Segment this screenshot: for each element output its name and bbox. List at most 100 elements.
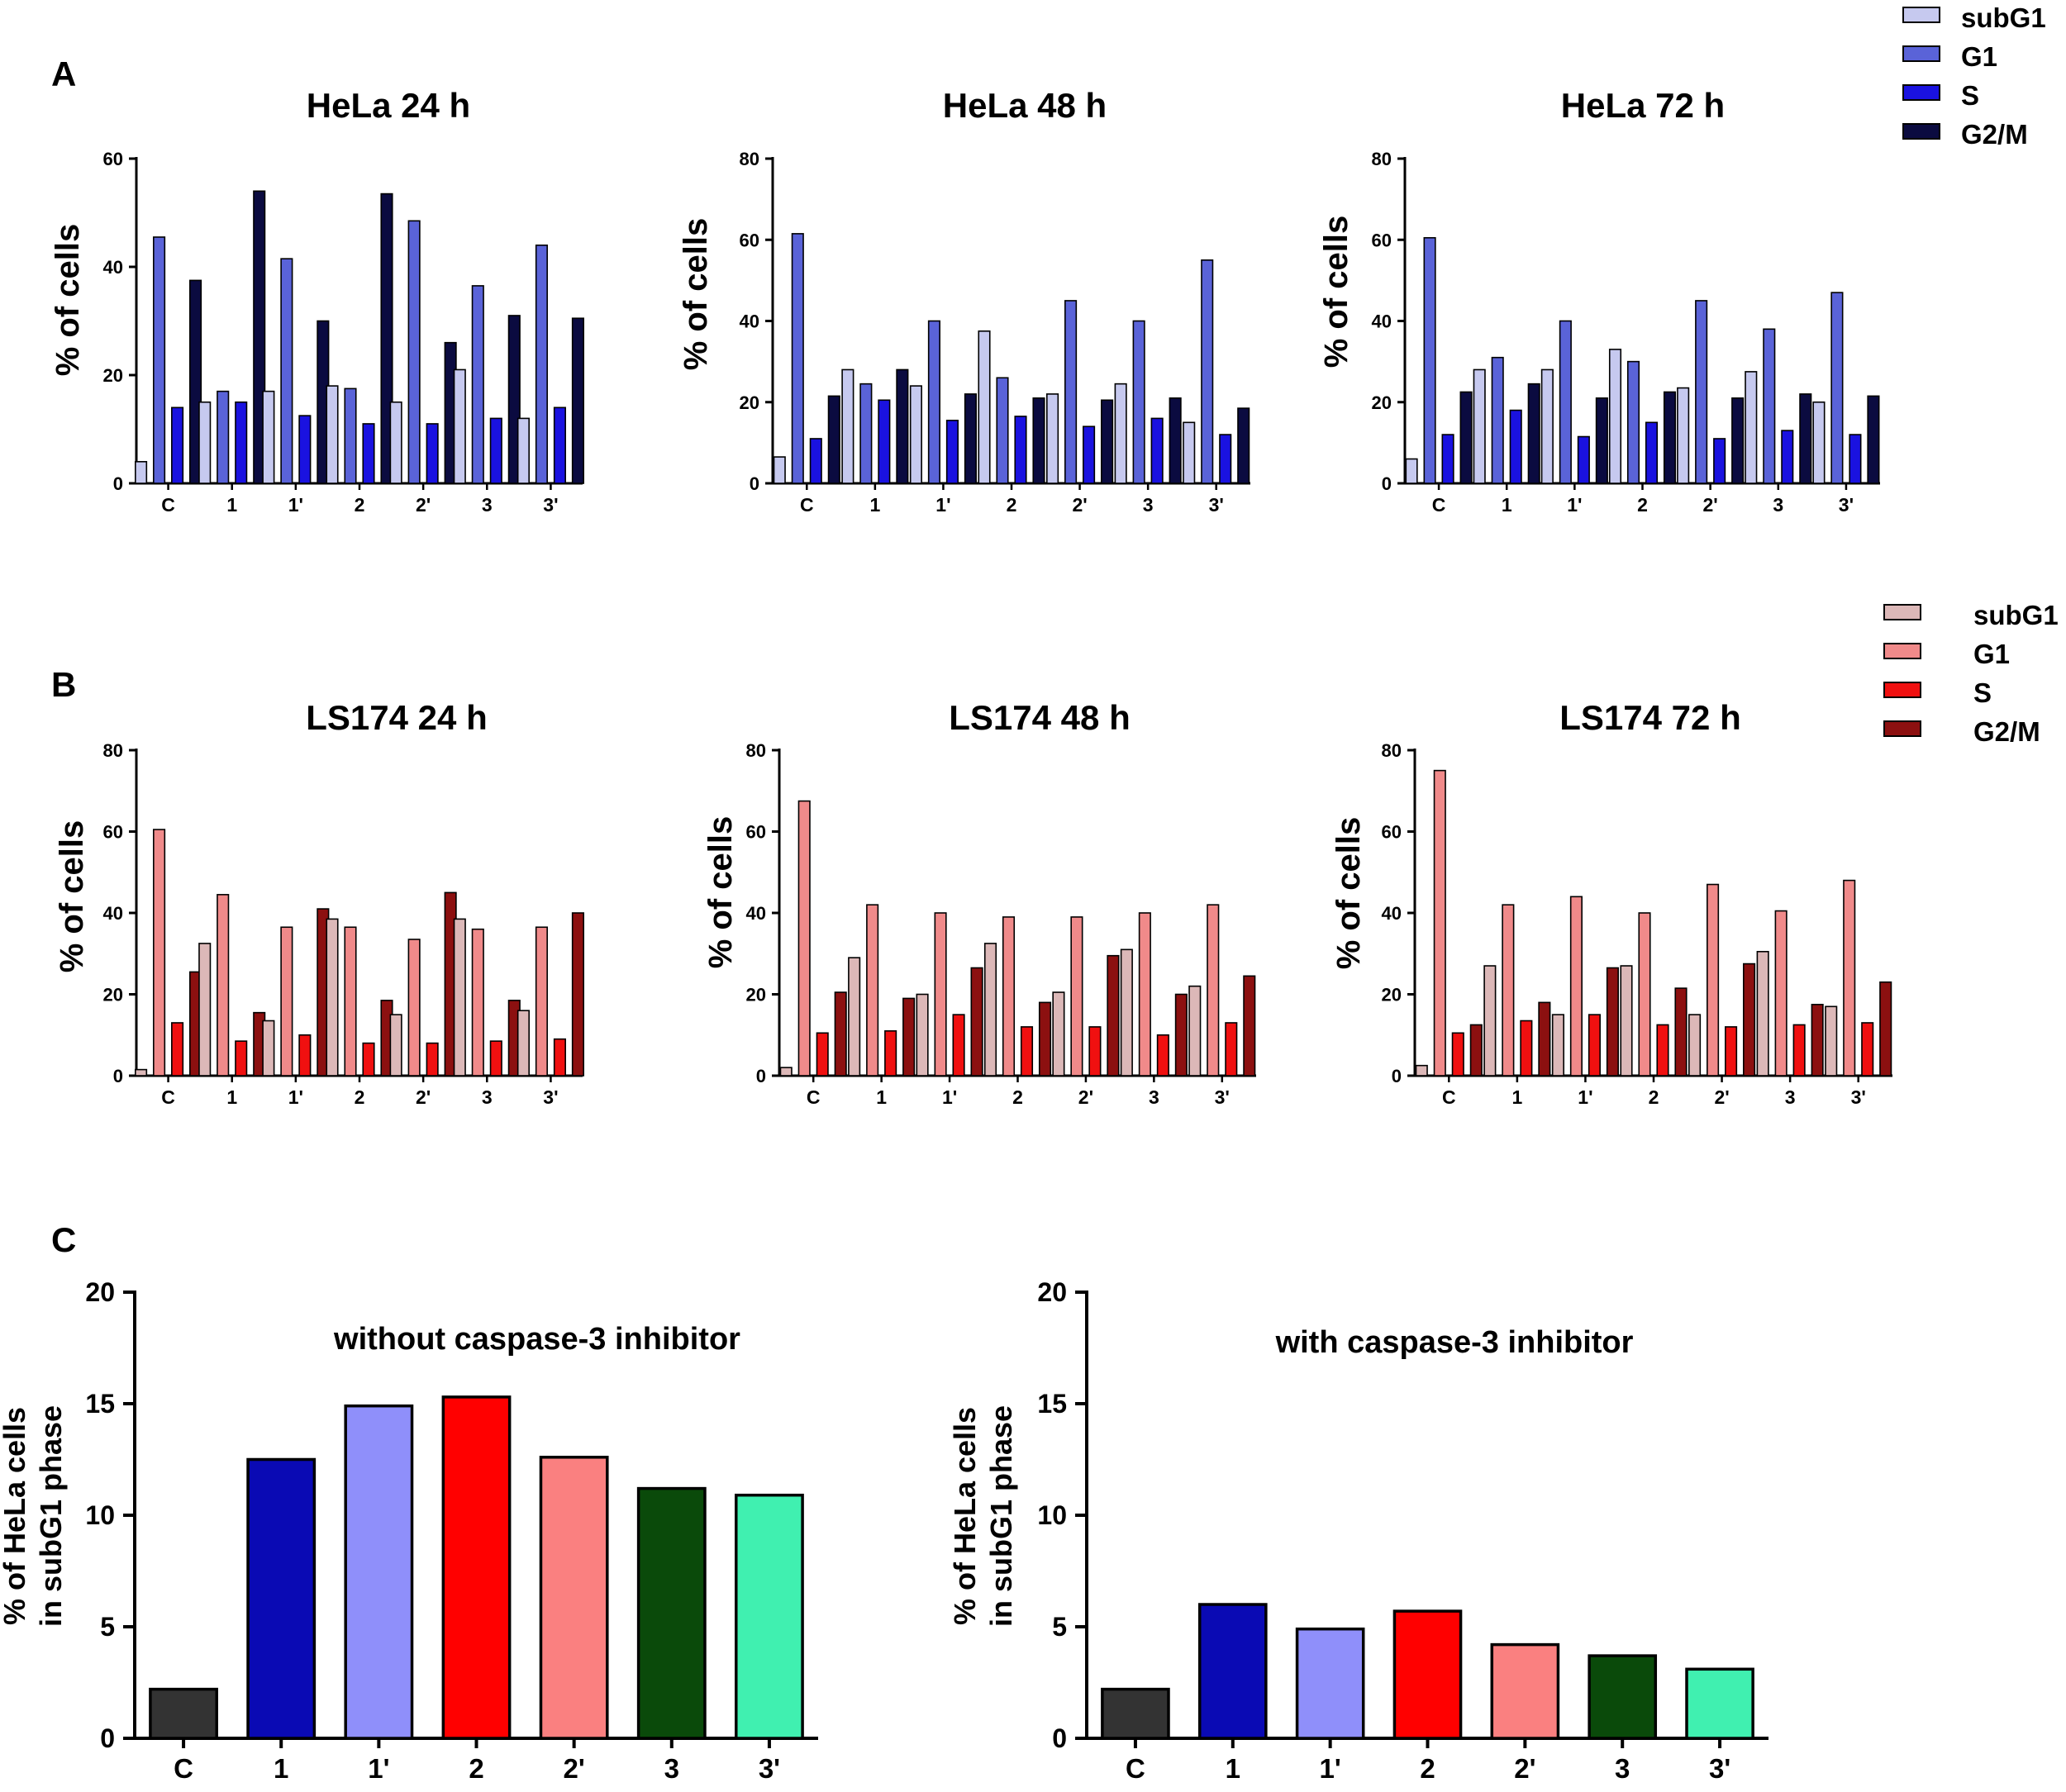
bar-2p xyxy=(539,1456,609,1740)
x-tick-label: 3 xyxy=(1785,1086,1796,1108)
bar-s-2p xyxy=(426,1042,439,1077)
bar-g2-m-1p xyxy=(970,967,983,1077)
x-tick-label: C xyxy=(1432,494,1446,516)
x-tick-label: 3' xyxy=(1215,1086,1230,1108)
bar-subg1-2 xyxy=(1620,965,1633,1077)
y-tick-label: 80 xyxy=(103,740,123,761)
bar-subg1-c xyxy=(773,456,786,484)
bar-g2-m-1p xyxy=(964,393,977,484)
legend-hela: subG1 G1 S G2/M xyxy=(1902,2,2046,150)
bar-3p xyxy=(1685,1667,1754,1740)
bar-s-3p xyxy=(1225,1022,1238,1077)
bar-g2-m-1 xyxy=(1527,383,1540,484)
bar-subg1-1 xyxy=(848,957,861,1077)
bar-subg1-3p xyxy=(1812,401,1826,484)
y-tick-label: 80 xyxy=(1372,149,1392,169)
bar-g2-m-1 xyxy=(253,190,266,484)
bar-g2-m-2 xyxy=(1674,987,1688,1077)
y-tick-label: 5 xyxy=(100,1612,115,1642)
legend-label-g2-m: G2/M xyxy=(1973,716,2040,747)
panel-label-a: A xyxy=(51,55,76,93)
bar-subg1-1 xyxy=(198,943,212,1077)
bar-s-c xyxy=(1441,434,1454,484)
bar-g2-m-3 xyxy=(1169,397,1182,484)
x-tick-label: 3' xyxy=(759,1753,780,1784)
bar-g1-2p xyxy=(407,220,421,484)
bar-subg1-1p xyxy=(262,390,275,484)
y-tick-label: 0 xyxy=(750,473,759,494)
bar-g1-2 xyxy=(1626,360,1640,484)
chart-hela72: HeLa 72 h % of cells 0 20 40 60 80 C 1 1' 2 2' 3 3' xyxy=(1318,86,1880,516)
bar-subg1-1p xyxy=(909,385,922,484)
chart-title: LS174 72 h xyxy=(1559,698,1740,737)
x-tick-label: C xyxy=(1126,1753,1145,1784)
y-tick-label: 0 xyxy=(113,1066,123,1086)
bar-subg1-3p xyxy=(1183,421,1196,484)
y-tick-label: 60 xyxy=(103,822,123,843)
x-tick-label: C xyxy=(800,494,814,516)
y-tick-label: 60 xyxy=(746,822,766,843)
y-axis-label-line: in subG1 phase xyxy=(984,1405,1018,1627)
bar-g2-m-c xyxy=(1469,1024,1483,1077)
legend-label-s: S xyxy=(1973,677,1992,708)
bar-1 xyxy=(246,1457,317,1740)
bar-g1-1p xyxy=(280,926,293,1077)
x-tick-label: 2 xyxy=(355,494,365,516)
x-tick-label: C xyxy=(174,1753,193,1784)
bar-s-3p xyxy=(553,1038,566,1077)
bar-g2-m-2 xyxy=(1032,397,1045,484)
bar-s-1 xyxy=(884,1030,897,1077)
y-tick-label: 80 xyxy=(740,149,759,169)
bar-g1-2p xyxy=(407,939,421,1077)
bar-g1-3 xyxy=(1774,910,1788,1077)
y-tick-label: 5 xyxy=(1052,1612,1067,1642)
bar-subg1-2p xyxy=(389,401,402,484)
x-tick-label: 2' xyxy=(416,1086,431,1108)
bar-g2-m-1 xyxy=(896,368,909,484)
bar-g2-m-3 xyxy=(1811,1004,1824,1077)
bar-g2-m-3 xyxy=(1799,393,1812,484)
bar-s-c xyxy=(816,1032,829,1077)
y-tick-label: 20 xyxy=(1037,1277,1067,1307)
bar-g1-2p xyxy=(1070,916,1083,1077)
x-tick-label: C xyxy=(807,1086,821,1108)
x-tick-label: 1' xyxy=(288,494,303,516)
x-tick-label: 2' xyxy=(1703,494,1718,516)
chart-ls48: LS174 48 h % of cells 0 20 40 60 80 C 1 1' 2 2' 3 3' xyxy=(702,698,1256,1108)
bar-g1-c xyxy=(791,233,804,484)
bar-s-c xyxy=(171,1022,184,1077)
bar-subg1-c xyxy=(1415,1064,1428,1077)
y-tick-label: 15 xyxy=(85,1389,115,1419)
bar-g1-c xyxy=(153,829,166,1077)
bar-subg1-3 xyxy=(1756,950,1769,1077)
x-tick-label: 2 xyxy=(469,1753,483,1784)
bar-g2-m-2p xyxy=(1107,954,1120,1077)
bar-s-2 xyxy=(1020,1026,1034,1077)
panel-label-b: B xyxy=(51,665,76,704)
x-tick-label: C xyxy=(1442,1086,1456,1108)
bar-g1-1p xyxy=(1559,320,1572,484)
y-tick-label: 20 xyxy=(1372,392,1392,413)
bar-subg1-2 xyxy=(978,330,991,484)
x-tick-label: C xyxy=(161,1086,175,1108)
y-tick-label: 10 xyxy=(85,1500,115,1530)
bar-s-2 xyxy=(1014,416,1027,484)
bar-s-2p xyxy=(1083,425,1096,484)
x-tick-label: 3' xyxy=(543,494,558,516)
legend-swatch-subg1 xyxy=(1883,604,1921,620)
x-tick-label: 3 xyxy=(1143,494,1154,516)
bar-g2-m-1 xyxy=(1538,1001,1551,1077)
bar-s-1p xyxy=(298,1034,312,1077)
bar-s-2p xyxy=(426,423,439,484)
y-tick-label: 80 xyxy=(746,740,766,761)
bar-g2-m-3p xyxy=(571,912,584,1077)
legend-swatch-s xyxy=(1902,84,1940,101)
x-tick-label: 3' xyxy=(1851,1086,1866,1108)
bar-g2-m-2p xyxy=(1743,963,1756,1077)
x-tick-label: 3' xyxy=(543,1086,558,1108)
chart-c-without: without caspase-3 inhibitor % of HeLa cel… xyxy=(0,1277,818,1784)
chart-ls24: LS174 24 h % of cells 0 20 40 60 80 C 1 1' 2 2' 3 3' xyxy=(54,698,584,1108)
bar-g1-2p xyxy=(1695,300,1708,484)
